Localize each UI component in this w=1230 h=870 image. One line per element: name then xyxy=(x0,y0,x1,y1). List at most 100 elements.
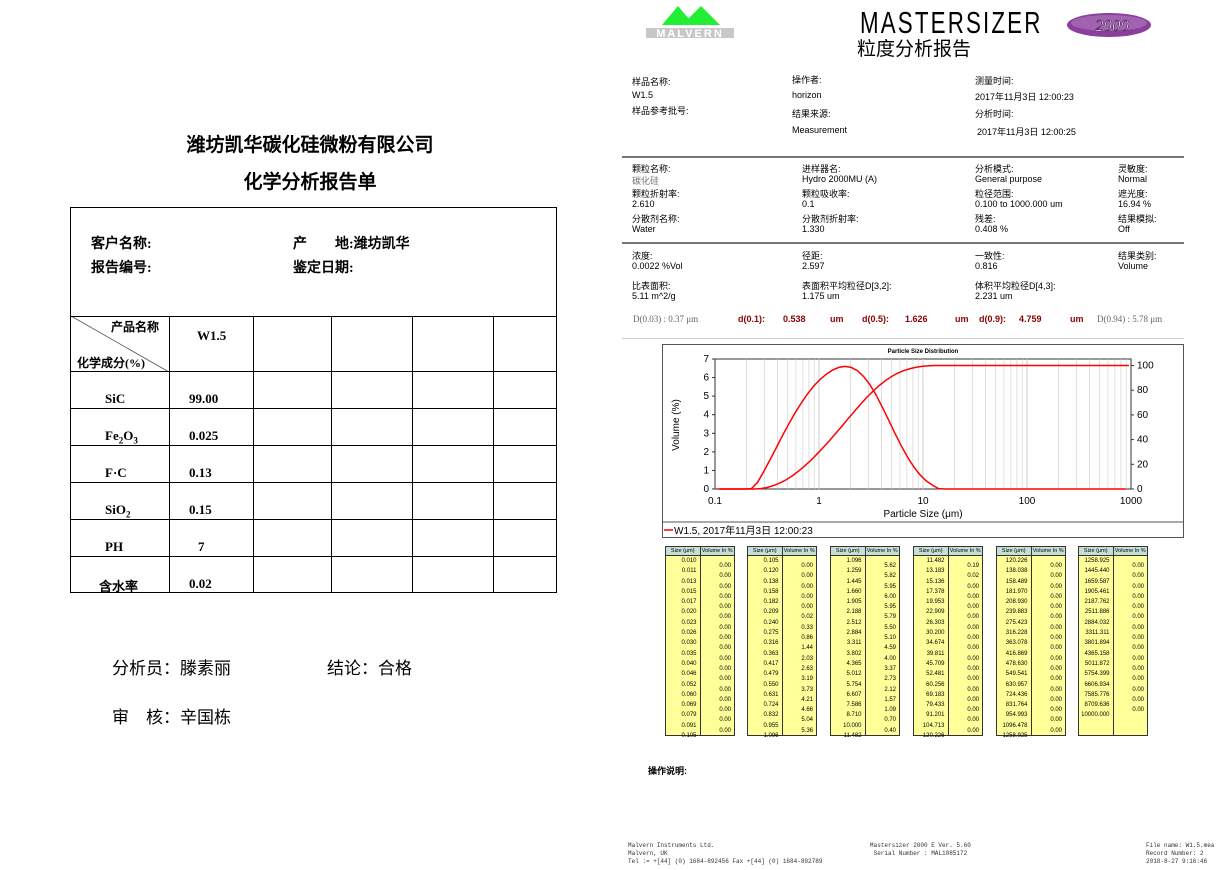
d01-unit: um xyxy=(830,314,844,324)
volume-cell: 0.00 xyxy=(967,665,979,672)
volume-cell: 0.00 xyxy=(801,593,813,600)
customer-label: 客户名称: xyxy=(91,237,152,252)
volume-cell: 0.00 xyxy=(1132,614,1144,621)
size-cell: 363.078 xyxy=(1005,640,1028,647)
size-cell: 39.811 xyxy=(926,650,945,657)
component-name: SiC xyxy=(105,391,126,406)
size-cell: 19.953 xyxy=(926,599,945,606)
malvern-logo: MALVERN xyxy=(646,6,734,38)
particle-size-chart: Particle Size Distribution 0.1 1 10 100 1000 0… xyxy=(662,344,1184,538)
size-cell: 0.724 xyxy=(763,702,779,709)
size-cell: 0.158 xyxy=(763,588,779,595)
param-value: 碳化硅 xyxy=(632,176,660,186)
volume-cell: 0.00 xyxy=(967,676,979,683)
y-tick-label: 7 xyxy=(703,354,709,365)
size-cell: 0.120 xyxy=(763,568,779,575)
result-value: 0.0022 %Vol xyxy=(632,261,683,271)
size-cell: 26.303 xyxy=(926,619,945,626)
volume-cell: 1.57 xyxy=(884,696,896,703)
y2-tick-label: 80 xyxy=(1137,385,1149,396)
size-cell: 0.030 xyxy=(681,640,697,647)
conclusion: 结论：合格 xyxy=(327,659,412,678)
size-cell: 275.423 xyxy=(1005,619,1028,626)
size-cell: 11.482 xyxy=(926,558,945,564)
report-title-cn: 粒度分析报告 xyxy=(857,39,972,60)
size-cell: 13.183 xyxy=(926,568,945,575)
result-value: Volume xyxy=(1118,261,1149,271)
volume-cell: 0.00 xyxy=(967,624,979,631)
result-value: 5.11 m^2/g xyxy=(632,291,676,301)
table-rule xyxy=(169,316,171,592)
size-cell: 1.096 xyxy=(846,558,862,564)
component-name: 含水率 xyxy=(99,579,139,594)
table-rule xyxy=(71,556,556,558)
component-value: 0.15 xyxy=(189,502,212,517)
size-volume-table: Size (μm) Volume In % 0.105 0.120 0.138 0.158… xyxy=(747,546,817,739)
size-cell: 0.011 xyxy=(681,568,697,575)
size-cell: 0.060 xyxy=(681,691,697,698)
size-cell: 0.046 xyxy=(681,671,697,678)
size-cell: 2511.886 xyxy=(1084,609,1110,616)
size-cell: 0.015 xyxy=(681,588,697,595)
volume-cell: 0.00 xyxy=(1132,655,1144,662)
size-cell: 1.660 xyxy=(846,588,862,595)
size-cell: 5.012 xyxy=(846,671,862,678)
volume-cell: 0.00 xyxy=(1050,717,1062,724)
origin-field: 产 地:潍坊凯华 xyxy=(293,237,410,252)
size-volume-table: Size (μm) Volume In % 11.482 13.183 15.136 17… xyxy=(913,546,983,739)
y2-tick-label: 100 xyxy=(1137,361,1154,372)
volume-cell: 0.00 xyxy=(719,696,731,703)
size-cell: 0.035 xyxy=(681,650,697,657)
volume-cell: 6.00 xyxy=(884,593,896,600)
divider xyxy=(622,242,1184,244)
size-cell: 831.764 xyxy=(1005,702,1028,709)
analysis-time-label: 分析时间: xyxy=(975,109,1014,119)
legend-label: W1.5, 2017年11月3日 12:00:23 xyxy=(674,524,813,537)
footer-file: File name: W1.5.mea Record Number: 2 2018-… xyxy=(1146,842,1215,865)
volume-cell: 0.00 xyxy=(1132,573,1144,580)
volume-cell: 0.00 xyxy=(719,593,731,600)
volume-cell: 0.00 xyxy=(1132,624,1144,631)
size-cell: 6606.934 xyxy=(1084,681,1110,688)
x-tick-label: 1 xyxy=(816,496,822,507)
size-cell: 5011.872 xyxy=(1084,660,1110,667)
volume-cell: 4.00 xyxy=(884,655,896,662)
size-cell: 0.316 xyxy=(763,640,779,647)
table-rule xyxy=(71,482,556,484)
volume-cell: 0.19 xyxy=(967,563,979,569)
d09-unit: um xyxy=(1070,314,1084,324)
footer-version: Mastersizer 2000 E Ver. 5.60 Serial Numbe… xyxy=(870,842,971,857)
volume-cell: 2.12 xyxy=(884,686,896,693)
volume-cell: 0.00 xyxy=(1050,655,1062,662)
size-cell: 15.136 xyxy=(926,578,945,585)
size-cell: 0.026 xyxy=(681,630,697,637)
size-cell: 0.079 xyxy=(681,712,697,719)
x-tick-label: 100 xyxy=(1019,496,1036,507)
source-label: 结果来源: xyxy=(792,109,831,119)
size-cell: 60.256 xyxy=(926,681,945,688)
param-label: 粒径范围: xyxy=(975,189,1014,199)
volume-cell: 0.00 xyxy=(967,655,979,662)
volume-cell: 0.00 xyxy=(801,573,813,580)
size-cell: 22.909 xyxy=(926,609,945,616)
volume-cell: 0.86 xyxy=(801,635,813,642)
volume-cell: 0.00 xyxy=(1132,676,1144,683)
result-value: 2.231 um xyxy=(975,291,1013,301)
volume-cell: 3.73 xyxy=(801,686,813,693)
y-tick-label: 1 xyxy=(703,465,709,476)
size-cell: 45.709 xyxy=(926,660,945,667)
volume-cell: 0.00 xyxy=(719,717,731,724)
table-rule xyxy=(331,316,333,592)
param-value: 2.610 xyxy=(632,199,655,209)
size-cell: 3801.894 xyxy=(1084,640,1110,647)
volume-cell: 0.00 xyxy=(967,635,979,642)
volume-cell: 0.00 xyxy=(1050,696,1062,703)
volume-header: Volume In % xyxy=(783,548,815,554)
chemical-analysis-table: 客户名称: 报告编号: 产 地:潍坊凯华 鉴定日期: 产品名称 化学成分(%) … xyxy=(70,207,557,594)
company-name: 潍坊凯华碳化硅微粉有限公司 xyxy=(186,135,434,156)
size-cell: 34.674 xyxy=(926,640,945,647)
size-header: Size (μm) xyxy=(748,547,783,555)
size-cell: 1258.925 xyxy=(1002,733,1028,740)
svg-text:MALVERN: MALVERN xyxy=(656,28,724,38)
